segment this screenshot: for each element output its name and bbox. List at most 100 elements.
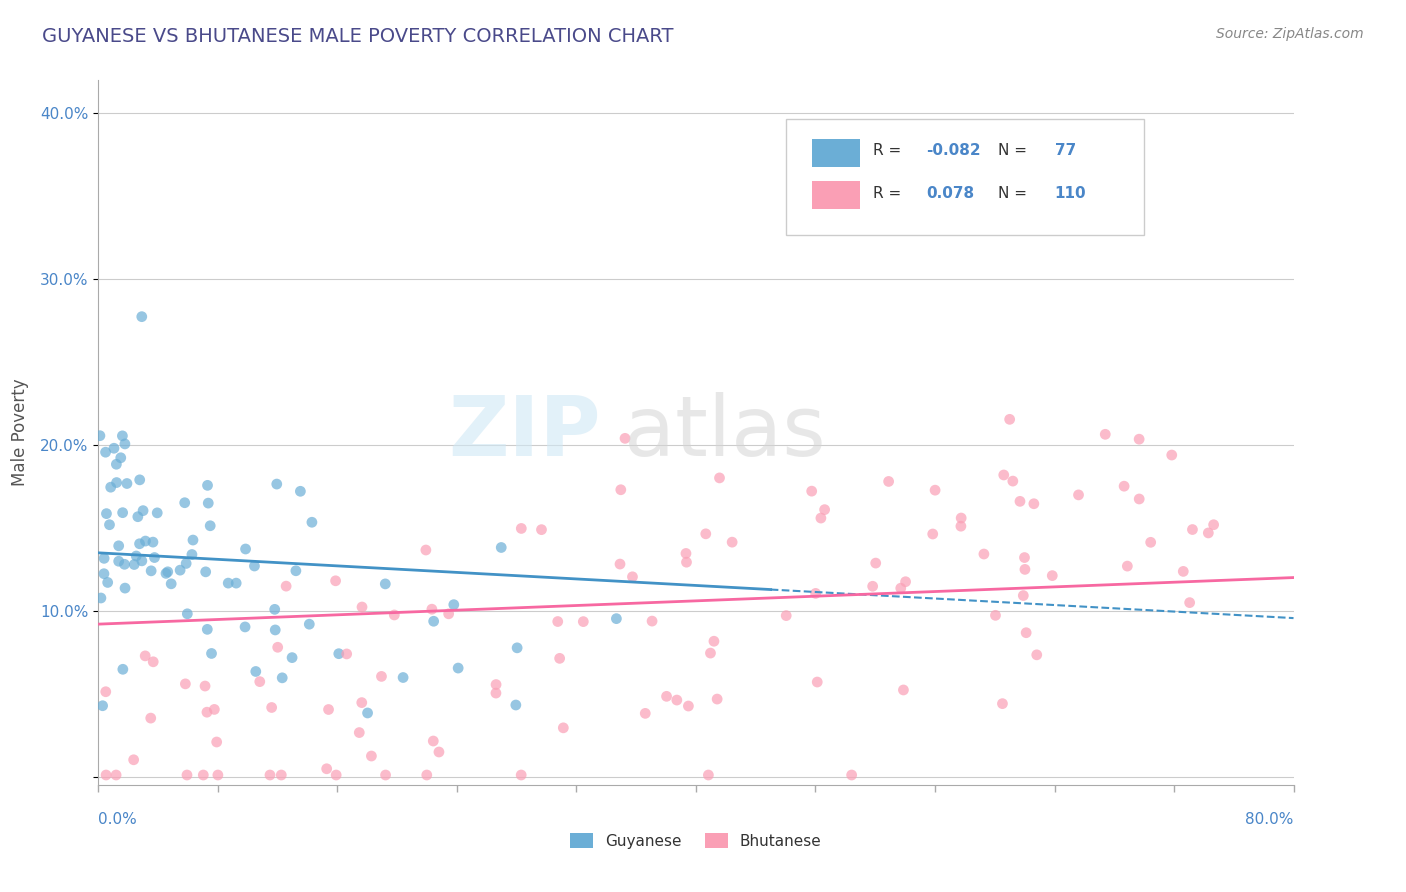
Point	[125, 549, 148, 563]
Point	[610, 483, 633, 497]
Point	[634, 706, 657, 721]
Point	[155, 566, 177, 581]
Point	[1139, 535, 1161, 549]
Text: R =: R =	[873, 144, 905, 158]
Point	[266, 477, 288, 491]
Point	[298, 617, 321, 632]
FancyBboxPatch shape	[811, 181, 859, 210]
Point	[814, 502, 837, 516]
Point	[94, 684, 117, 698]
Point	[134, 648, 156, 663]
Point	[530, 523, 553, 537]
Point	[485, 677, 508, 691]
Point	[443, 598, 465, 612]
Point	[267, 640, 290, 655]
Point	[111, 429, 134, 443]
Point	[181, 533, 204, 547]
Point	[862, 579, 884, 593]
Point	[194, 565, 217, 579]
Point	[143, 550, 166, 565]
Point	[318, 702, 340, 716]
FancyBboxPatch shape	[786, 119, 1144, 235]
Point	[572, 615, 595, 629]
Point	[360, 749, 382, 764]
Point	[325, 768, 347, 782]
Point	[709, 471, 731, 485]
Point	[217, 576, 239, 591]
Point	[197, 496, 219, 510]
Point	[1178, 596, 1201, 610]
Point	[205, 735, 228, 749]
Text: R =: R =	[873, 186, 905, 201]
Point	[111, 662, 134, 676]
Text: N =: N =	[998, 186, 1032, 201]
Point	[1202, 517, 1225, 532]
Point	[422, 614, 444, 628]
Point	[194, 679, 217, 693]
Point	[128, 537, 150, 551]
Point	[350, 696, 373, 710]
Point	[301, 515, 323, 529]
Point	[281, 650, 304, 665]
Point	[263, 602, 285, 616]
Point	[107, 539, 129, 553]
Point	[146, 506, 169, 520]
Text: 77: 77	[1054, 144, 1076, 158]
Point	[505, 698, 527, 712]
Point	[706, 692, 728, 706]
Point	[350, 600, 373, 615]
Point	[553, 721, 575, 735]
Point	[841, 768, 863, 782]
Point	[141, 564, 163, 578]
Point	[93, 551, 115, 566]
Point	[800, 484, 823, 499]
Point	[270, 768, 292, 782]
Point	[139, 711, 162, 725]
Point	[105, 475, 128, 490]
Point	[160, 576, 183, 591]
Point	[169, 563, 191, 577]
Point	[1022, 497, 1045, 511]
Point	[806, 675, 828, 690]
Point	[655, 690, 678, 704]
Point	[1181, 523, 1204, 537]
Point	[276, 579, 298, 593]
Point	[264, 623, 287, 637]
Point	[703, 634, 725, 648]
Point	[491, 541, 513, 555]
Point	[336, 647, 359, 661]
Point	[949, 519, 972, 533]
Point	[699, 646, 721, 660]
Text: 0.078: 0.078	[927, 186, 974, 201]
Point	[485, 686, 508, 700]
Point	[422, 734, 444, 748]
Point	[921, 527, 943, 541]
Point	[1025, 648, 1047, 662]
Point	[609, 557, 631, 571]
Point	[245, 665, 267, 679]
Point	[1160, 448, 1182, 462]
Point	[94, 768, 117, 782]
Point	[1040, 568, 1063, 582]
Point	[131, 310, 153, 324]
Point	[721, 535, 744, 549]
Point	[1116, 559, 1139, 574]
Text: GUYANESE VS BHUTANESE MALE POVERTY CORRELATION CHART: GUYANESE VS BHUTANESE MALE POVERTY CORRE…	[42, 27, 673, 45]
Point	[1094, 427, 1116, 442]
Point	[924, 483, 946, 498]
Point	[114, 581, 136, 595]
Point	[382, 607, 405, 622]
Point	[1014, 550, 1036, 565]
Point	[349, 725, 371, 739]
Point	[259, 768, 281, 782]
Point	[103, 442, 125, 456]
Point	[427, 745, 450, 759]
Text: 80.0%: 80.0%	[1246, 812, 1294, 827]
Point	[547, 615, 569, 629]
Y-axis label: Male Poverty: Male Poverty	[11, 379, 30, 486]
Point	[1128, 432, 1150, 446]
Point	[1012, 589, 1035, 603]
Point	[97, 575, 120, 590]
Point	[1114, 479, 1136, 493]
Point	[174, 677, 197, 691]
